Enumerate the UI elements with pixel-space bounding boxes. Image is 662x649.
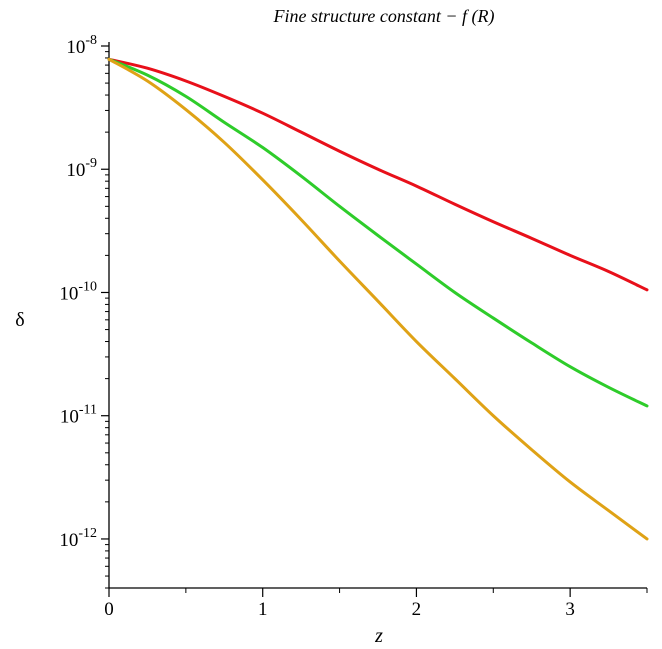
x-axis-label: z (374, 625, 383, 647)
series-lines (107, 57, 649, 541)
y-tick-label: 10-8 (66, 33, 97, 58)
series-line-1 (107, 57, 649, 292)
y-axis: 10-8 10-9 10-10 10-11 10-12 (59, 33, 110, 589)
y-tick-label: 10-12 (59, 526, 97, 551)
y-tick-label: 10-10 (59, 279, 97, 304)
series-line-3 (107, 57, 649, 541)
x-axis: 0 1 2 3 (104, 587, 648, 620)
x-tick-label: 0 (104, 599, 114, 620)
y-tick-label: 10-9 (66, 156, 97, 181)
y-tick-label: 10-11 (60, 403, 97, 428)
y-axis-label: δ (15, 309, 24, 331)
x-tick-label: 1 (258, 599, 268, 620)
x-tick-label: 2 (412, 599, 422, 620)
series-line-2 (107, 57, 649, 408)
x-tick-label: 3 (565, 599, 575, 620)
chart-title: Fine structure constant − f (R) (273, 6, 495, 27)
